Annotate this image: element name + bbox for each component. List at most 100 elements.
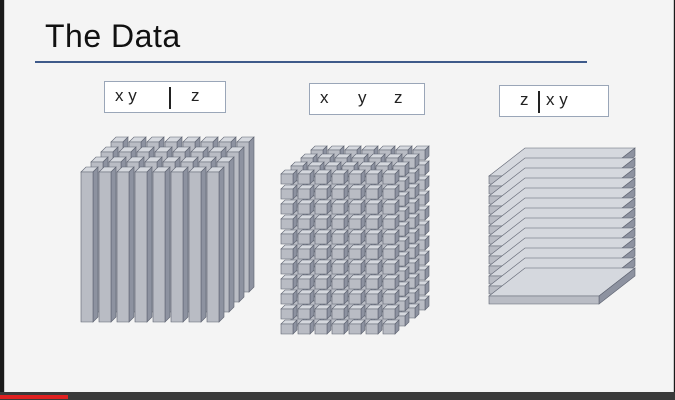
cube-block-front [297,263,311,275]
cube-block-front [331,263,345,275]
decomposition-label-cube: x y z [309,83,425,115]
presentation-slide: The Data x y z x y z z x y [4,0,674,392]
pencil-column-front [98,171,112,323]
video-progress-bar[interactable] [0,392,675,400]
cube-block-front [382,323,396,335]
cube-block-front [280,308,294,320]
cube-block-front [382,308,396,320]
cube-block-front [348,323,362,335]
pencil-column-front [188,171,202,323]
pencil-column-front [170,171,184,323]
cube-block-front [348,188,362,200]
pencil-column-side [228,156,235,313]
cube-block-front [314,203,328,215]
cube-block-front [365,293,379,305]
cube-block-front [365,248,379,260]
cube-block-front [382,263,396,275]
cube-block-front [280,203,294,215]
cube-block-front [314,323,328,335]
cube-block-front [297,278,311,290]
cube-block-front [280,173,294,185]
cube-block-front [348,218,362,230]
pencil-column-front [206,171,220,323]
cube-block-front [331,218,345,230]
cube-block-front [331,293,345,305]
label-right-text: x y [546,90,568,109]
cube-block-front [314,263,328,275]
pencil-column-side [182,166,189,323]
cube-block-front [348,233,362,245]
cube-block-front [297,233,311,245]
pencil-column-side [164,166,171,323]
cube-block-front [280,218,294,230]
pencil-column-side [200,166,207,323]
cube-block-front [297,308,311,320]
decomposition-label-slab: z x y [499,85,609,117]
cube-block-front [365,173,379,185]
pencil-column-front [116,171,130,323]
cube-block-front [382,173,396,185]
cube-block-front [348,173,362,185]
cube-block-front [348,203,362,215]
label-right-text: z [191,86,200,105]
pencil-column-side [110,166,117,323]
cube-block-front [382,218,396,230]
pencil-column-side [92,166,99,323]
pencil-column-side [128,166,135,323]
decomposition-label-pencil: x y z [104,81,226,113]
pencil-column-side [248,136,255,293]
cube-block-front [348,263,362,275]
cube-block-front [365,218,379,230]
pencil-column-front [80,171,94,323]
cube-block-front [348,278,362,290]
pencil-column-side [238,146,245,303]
label-left-text: x y [115,86,137,105]
title-underline [35,61,587,63]
cube-block-front [297,323,311,335]
cube-block-front [297,293,311,305]
label-separator [538,91,540,113]
cube-block-front [314,188,328,200]
cube-block-front [365,263,379,275]
cube-block-front [331,248,345,260]
cube-block-front [314,218,328,230]
cube-block-front [331,233,345,245]
slab-plate-front [488,295,600,305]
cube-block-front [314,308,328,320]
cube-block-front [331,323,345,335]
cube-block-front [280,293,294,305]
cube-block-front [280,263,294,275]
cube-block-front [297,218,311,230]
label-left-text: z [520,90,529,109]
label-separator [169,87,171,109]
cube-block-front [314,278,328,290]
cube-block-front [348,248,362,260]
label-y-text: y [358,88,367,107]
cube-block-front [382,203,396,215]
cube-block-front [365,203,379,215]
cube-block-front [382,293,396,305]
slide-title: The Data [45,18,181,54]
cube-block-front [314,293,328,305]
video-progress-fill [0,395,68,399]
data-decomposition-diagram [80,136,636,335]
cube-block-front [297,248,311,260]
label-z-text: z [394,88,403,107]
cube-block-front [280,233,294,245]
cube-block-front [331,188,345,200]
cube-block-front [348,293,362,305]
cube-block-front [297,203,311,215]
cube-block-front [314,173,328,185]
cube-block-front [365,188,379,200]
cube-block-front [365,278,379,290]
cube-block-front [365,308,379,320]
cube-block-front [280,248,294,260]
cube-block-front [331,308,345,320]
cube-block-front [280,278,294,290]
cube-block-front [382,278,396,290]
cube-block-front [331,278,345,290]
label-x-text: x [320,88,329,107]
pencil-column-front [134,171,148,323]
cube-block-front [280,188,294,200]
